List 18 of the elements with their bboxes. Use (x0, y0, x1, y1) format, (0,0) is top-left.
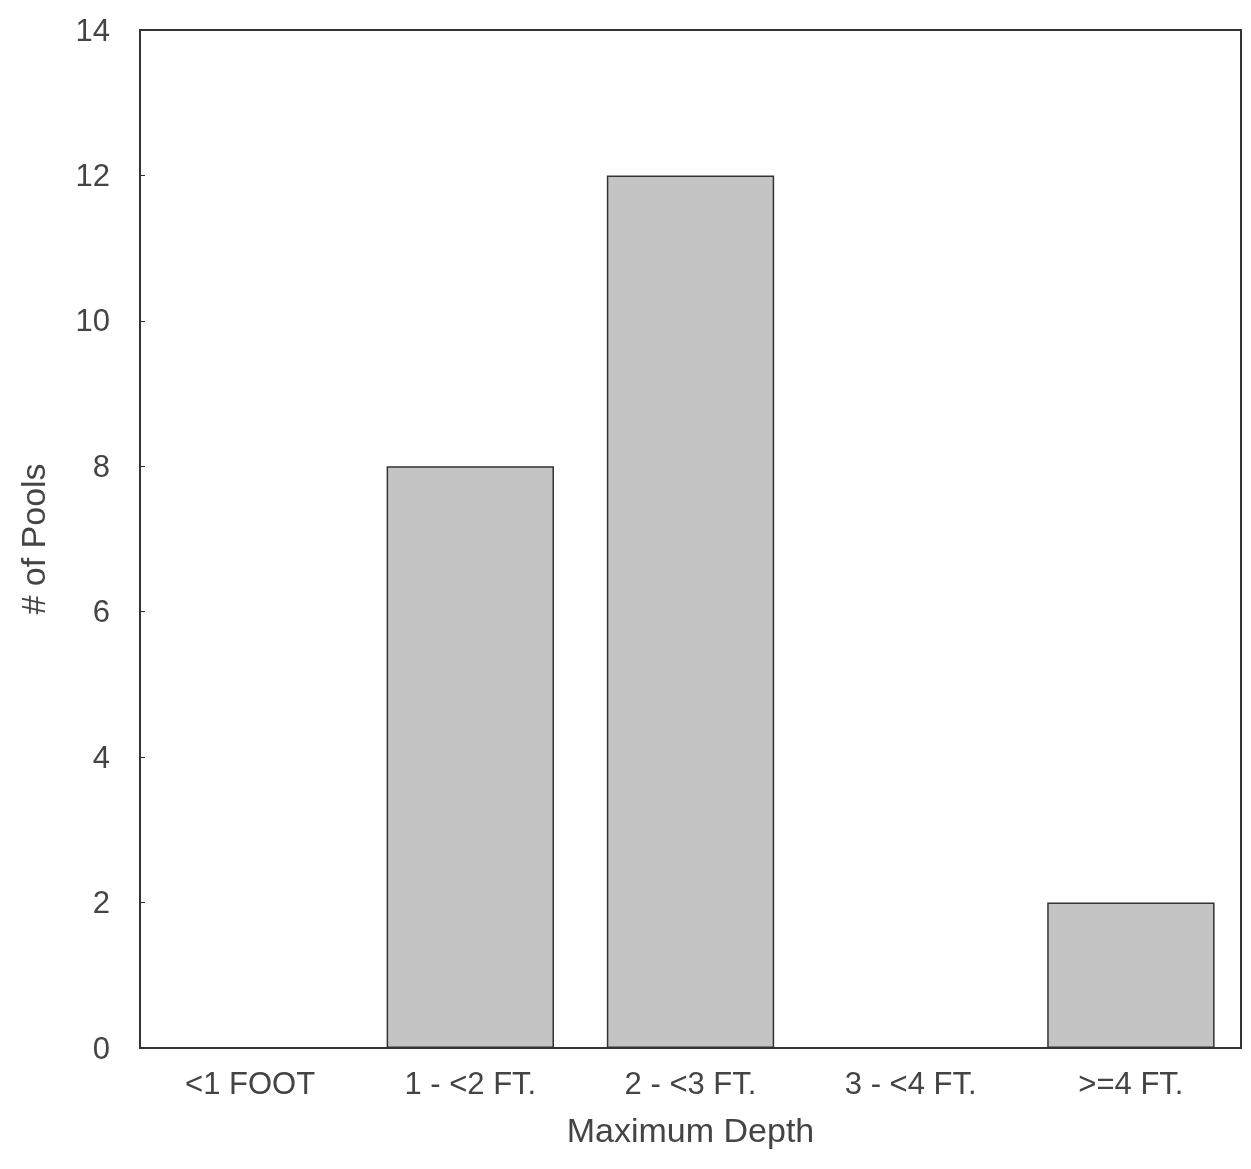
bar (1047, 902, 1215, 1048)
bar (606, 175, 775, 1048)
x-tick-label: 3 - <4 FT. (844, 1066, 977, 1101)
x-tick-label: 2 - <3 FT. (624, 1066, 757, 1101)
y-tick-label: 8 (92, 448, 110, 484)
x-tick-label: >=4 FT. (1078, 1066, 1184, 1101)
y-tick-label: 6 (92, 594, 110, 630)
x-tick-label: 1 - <2 FT. (404, 1066, 537, 1101)
y-tick-label: 14 (75, 12, 110, 48)
x-tick-label: <1 FOOT (185, 1066, 316, 1101)
y-tick-label: 10 (75, 303, 110, 339)
x-axis-title: Maximum Depth (566, 1111, 815, 1149)
y-tick-label: 12 (75, 157, 110, 193)
y-tick-label: 0 (92, 1030, 110, 1066)
y-axis-title: # of Pools (14, 463, 52, 615)
y-tick-label: 2 (92, 885, 110, 921)
y-tick-label: 4 (92, 739, 110, 775)
bar (386, 466, 554, 1048)
